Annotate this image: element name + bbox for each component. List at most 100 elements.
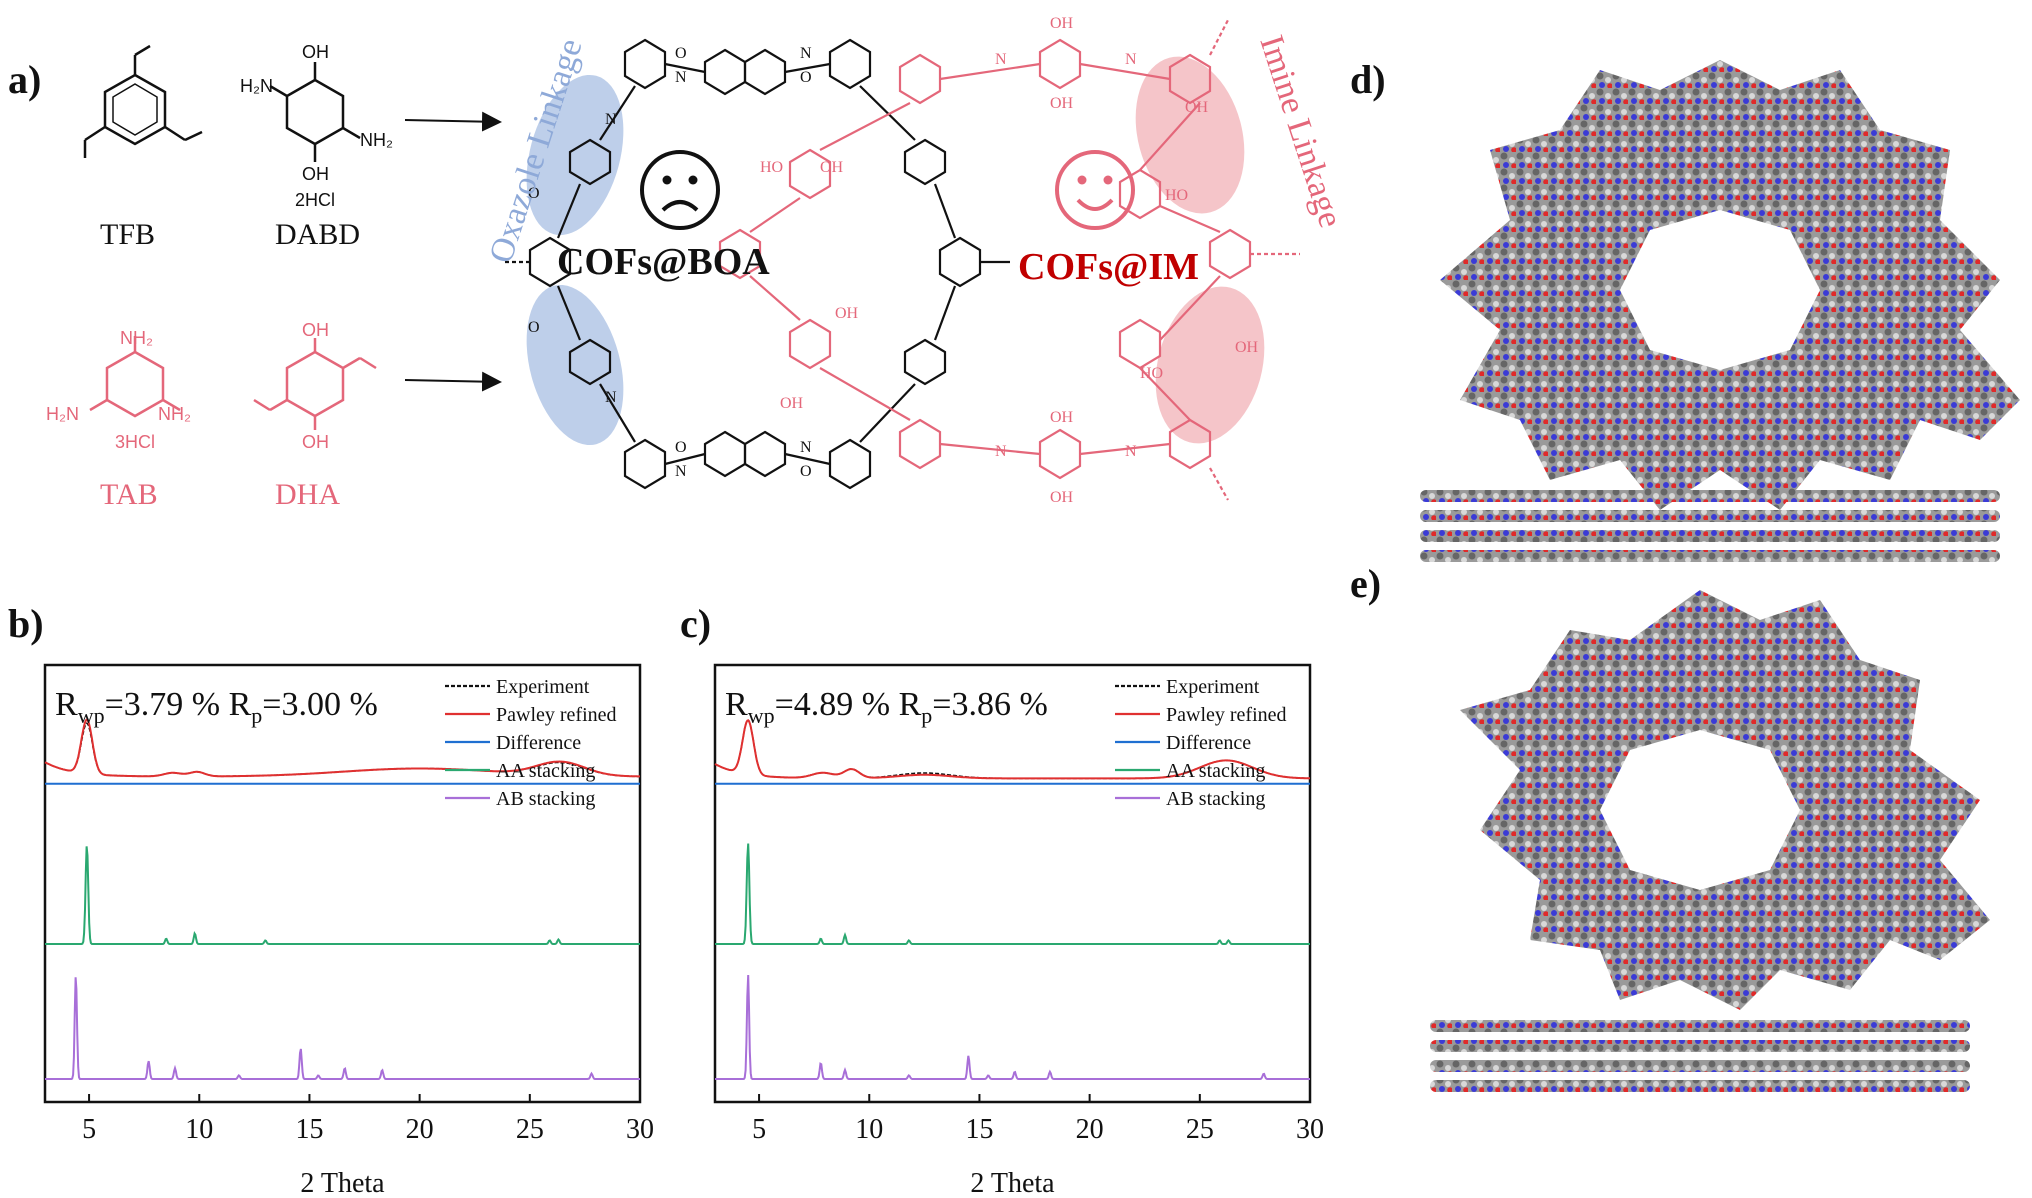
- dabd-oh-top: OH: [302, 42, 329, 62]
- cof-im-label: COFs@IM: [1018, 246, 1200, 288]
- dha-oh-top: OH: [302, 320, 329, 340]
- fit-annotation: Rwp=3.79 % Rp=3.00 %: [55, 686, 378, 728]
- x-tick-label-20: 20: [1076, 1114, 1104, 1145]
- atom-o-3: O: [675, 439, 687, 456]
- atom-n-1: N: [800, 45, 812, 62]
- panel-label-c: c): [680, 601, 712, 646]
- x-tick-label-30: 30: [626, 1114, 654, 1145]
- atom-n-10: N: [1125, 443, 1137, 460]
- series-ab-stacking: [45, 977, 640, 1080]
- panel-label-d: d): [1350, 57, 1386, 102]
- atom-oh-3: OH: [1185, 99, 1209, 116]
- tab-h2n: H₂N: [46, 404, 79, 424]
- legend-label-2: Difference: [496, 732, 581, 754]
- cof-model-e: [1430, 590, 1990, 1092]
- atom-oh-6: OH: [1050, 489, 1074, 506]
- dabd-salt: 2HCl: [295, 190, 336, 210]
- arrows: [404, 111, 502, 392]
- series-pawley-refined: [714, 719, 1310, 780]
- legend-label-1: Pawley refined: [1166, 704, 1287, 726]
- atom-n-3: N: [800, 439, 812, 456]
- atom-oh-8: OH: [835, 305, 859, 322]
- atom-n-6: N: [605, 389, 617, 406]
- tab-structure: [89, 336, 181, 418]
- cof-boa-label: COFs@BOA: [557, 241, 770, 283]
- tab-nh2-top: NH₂: [120, 328, 153, 348]
- x-tick-label-15: 15: [965, 1114, 993, 1145]
- atom-o-1: O: [675, 45, 687, 62]
- atom-ho-1: HO: [1165, 187, 1188, 204]
- dabd-h2n: H₂N: [240, 76, 273, 96]
- dabd-nh2: NH₂: [360, 130, 393, 150]
- tfb-structure: [83, 44, 203, 158]
- x-tick-label-5: 5: [82, 1114, 96, 1145]
- atom-oh-9: OH: [780, 395, 804, 412]
- cof-scheme: O N N O O N N O N O O N OH OH N N HO OH …: [482, 15, 1349, 506]
- x-tick-label-25: 25: [516, 1114, 544, 1145]
- dha-name: DHA: [275, 478, 340, 511]
- series-ab-stacking: [715, 974, 1310, 1080]
- oxazole-ellipse-bottom: [526, 284, 624, 446]
- atom-ho-2: HO: [1140, 365, 1163, 382]
- fit-annotation: Rwp=4.89 % Rp=3.86 %: [725, 686, 1048, 728]
- x-tick-label-30: 30: [1296, 1114, 1324, 1145]
- sad-face-icon: [640, 150, 720, 230]
- tfb-name: TFB: [100, 218, 156, 251]
- dha-structure: [253, 338, 377, 430]
- legend-label-0: Experiment: [1166, 676, 1260, 698]
- arrow-bottom: [404, 371, 502, 392]
- panel-label-a: a): [8, 57, 42, 102]
- atom-oh-1: OH: [1050, 15, 1074, 32]
- series-pawley-refined: [44, 718, 640, 778]
- x-tick-label-15: 15: [295, 1114, 323, 1145]
- panel-label-e: e): [1350, 561, 1382, 606]
- dabd-oh-bottom: OH: [302, 164, 329, 184]
- x-axis-label: 2 Theta: [300, 1168, 385, 1198]
- atom-oh-7: OH: [820, 159, 844, 176]
- dha-oh-bottom: OH: [302, 432, 329, 452]
- happy-face-icon: [1055, 150, 1135, 230]
- legend-label-4: AB stacking: [496, 788, 595, 810]
- atom-n-4: N: [675, 463, 687, 480]
- legend-label-0: Experiment: [496, 676, 590, 698]
- atom-n-8: N: [1125, 51, 1137, 68]
- x-tick-label-25: 25: [1186, 1114, 1214, 1145]
- legend-label-3: AA stacking: [1166, 760, 1265, 782]
- xrd-chart-c: 5 10 15 20 25 30 2 Theta Rwp=4.89 % Rp=3.86 % Ex…: [713, 663, 1324, 1198]
- atom-n-9: N: [995, 443, 1007, 460]
- dabd-structure: [269, 62, 361, 162]
- cof-model-d: [1420, 60, 2020, 562]
- imine-linkage-title: Imine Linkage: [1252, 31, 1349, 232]
- imine-ellipse-top: [1135, 56, 1245, 214]
- atom-ho-3: HO: [760, 159, 783, 176]
- atom-o-4: O: [800, 463, 812, 480]
- plot-frame: [713, 663, 1312, 1104]
- xrd-chart-b: 5 10 15 20 25 30 2 Theta Rwp=3.79 % Rp=3.00 % Ex…: [43, 663, 654, 1198]
- x-tick-label-10: 10: [855, 1114, 883, 1145]
- legend-label-3: AA stacking: [496, 760, 595, 782]
- tab-nh2-right: NH₂: [158, 404, 191, 424]
- atom-o-5: O: [528, 185, 540, 202]
- panel-label-b: b): [8, 601, 44, 646]
- imine-ellipse-bottom: [1155, 286, 1265, 444]
- dabd-name: DABD: [275, 218, 361, 251]
- x-axis-label: 2 Theta: [970, 1168, 1055, 1198]
- legend-label-2: Difference: [1166, 732, 1251, 754]
- oxazole-ellipse-top: [526, 74, 624, 236]
- series-aa-stacking: [715, 843, 1310, 945]
- atom-n-7: N: [995, 51, 1007, 68]
- legend-label-1: Pawley refined: [496, 704, 617, 726]
- x-tick-label-10: 10: [185, 1114, 213, 1145]
- x-tick-label-20: 20: [406, 1114, 434, 1145]
- atom-o-2: O: [800, 69, 812, 86]
- tab-salt: 3HCl: [115, 432, 156, 452]
- atom-n-2: N: [675, 69, 687, 86]
- atom-oh-5: OH: [1050, 409, 1074, 426]
- tab-name: TAB: [100, 478, 158, 511]
- arrow-top: [404, 111, 502, 132]
- legend-label-4: AB stacking: [1166, 788, 1265, 810]
- atom-n-5: N: [605, 111, 617, 128]
- atom-o-6: O: [528, 319, 540, 336]
- x-tick-label-5: 5: [752, 1114, 766, 1145]
- plot-frame: [43, 663, 642, 1104]
